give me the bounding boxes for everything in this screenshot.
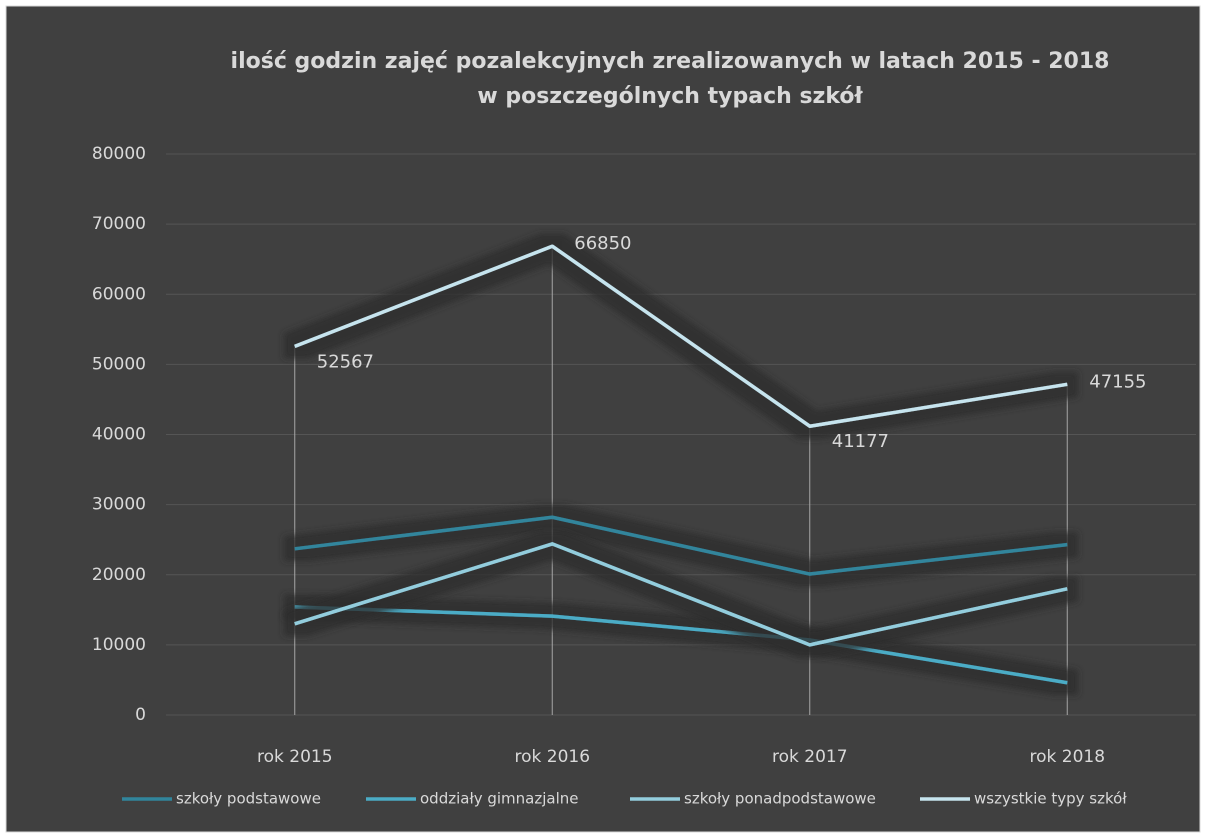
y-tick-label: 60000 <box>92 284 146 304</box>
legend-label: szkoły ponadpodstawowe <box>684 790 876 808</box>
chart-title: ilość godzin zajęć pozalekcyjnych zreali… <box>231 49 1110 74</box>
legend-label: wszystkie typy szkół <box>974 790 1127 808</box>
data-label: 66850 <box>574 233 631 254</box>
y-tick-label: 70000 <box>92 214 146 234</box>
series-line <box>294 515 1068 576</box>
chart-title: w poszczególnych typach szkół <box>477 84 863 109</box>
x-tick-label: rok 2016 <box>514 747 590 767</box>
y-tick-label: 50000 <box>92 354 146 374</box>
y-tick-label: 0 <box>135 705 146 725</box>
series-line <box>294 542 1068 647</box>
y-tick-label: 10000 <box>92 635 146 655</box>
chart-background <box>5 5 1201 833</box>
legend-label: oddziały gimnazjalne <box>420 790 579 808</box>
data-label: 41177 <box>832 431 889 452</box>
y-tick-label: 80000 <box>92 144 146 164</box>
y-tick-label: 40000 <box>92 425 146 445</box>
x-tick-label: rok 2015 <box>257 747 333 767</box>
y-tick-label: 20000 <box>92 565 146 585</box>
data-label: 47155 <box>1089 371 1146 392</box>
y-tick-label: 30000 <box>92 495 146 515</box>
series-line <box>294 605 1068 685</box>
series-line <box>294 244 1068 428</box>
x-tick-label: rok 2017 <box>772 747 848 767</box>
x-tick-label: rok 2018 <box>1029 747 1105 767</box>
legend-label: szkoły podstawowe <box>176 790 321 808</box>
data-label: 52567 <box>317 351 374 372</box>
